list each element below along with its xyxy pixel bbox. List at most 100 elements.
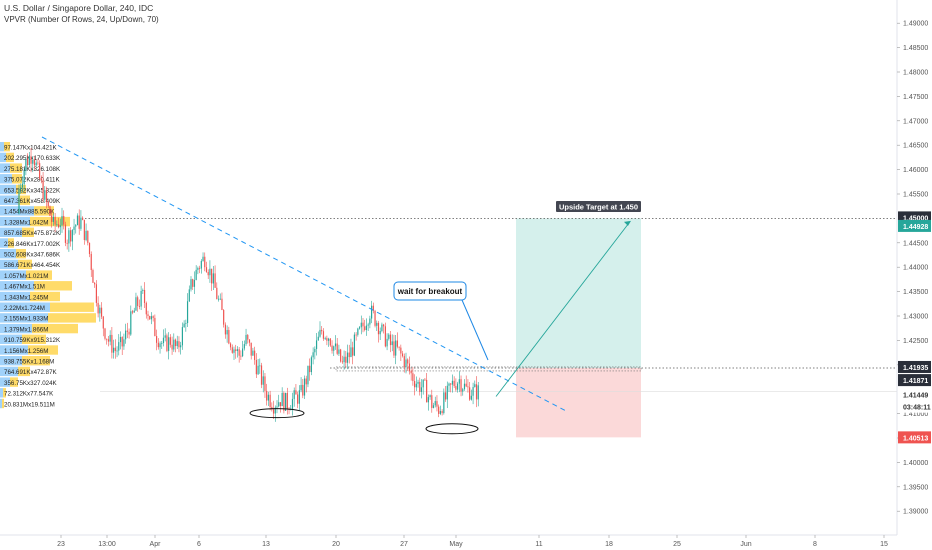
candle bbox=[331, 340, 333, 354]
candle-body bbox=[176, 341, 178, 347]
candle bbox=[307, 365, 309, 388]
candle-body bbox=[104, 328, 106, 339]
stop-price-tag-text: 1.40513 bbox=[903, 435, 928, 442]
candle-body bbox=[40, 178, 42, 181]
candle bbox=[235, 344, 237, 359]
candle bbox=[18, 184, 20, 215]
candle bbox=[260, 362, 263, 389]
candle-body bbox=[171, 344, 173, 350]
vp-bar-down bbox=[12, 174, 22, 184]
candle-body bbox=[298, 390, 300, 404]
candle bbox=[470, 389, 472, 401]
candle-body bbox=[162, 337, 165, 343]
candle-body bbox=[324, 338, 326, 339]
candle-body bbox=[214, 273, 216, 288]
candle bbox=[135, 292, 137, 311]
candle bbox=[379, 327, 381, 341]
candle bbox=[381, 322, 383, 333]
candle-body bbox=[400, 347, 402, 354]
candle bbox=[161, 340, 163, 349]
candle bbox=[426, 372, 428, 403]
candle bbox=[391, 334, 393, 352]
candle bbox=[436, 395, 438, 412]
candle-body bbox=[431, 395, 433, 408]
candle bbox=[181, 322, 183, 350]
candle bbox=[52, 213, 54, 226]
vp-bar-up bbox=[0, 206, 34, 216]
candle-body bbox=[226, 330, 228, 335]
vp-bar-down bbox=[22, 356, 50, 366]
candle bbox=[319, 321, 321, 338]
candle-body bbox=[309, 365, 311, 373]
candle-body bbox=[388, 334, 390, 339]
vp-label: 502.608Kx347.686K bbox=[4, 252, 61, 259]
candle bbox=[87, 230, 89, 246]
candle bbox=[298, 385, 300, 411]
vp-bar-down bbox=[16, 249, 26, 259]
candle bbox=[200, 259, 202, 274]
candle bbox=[243, 340, 245, 351]
candle-body bbox=[195, 269, 197, 280]
vp-bar-up bbox=[0, 366, 18, 377]
vp-bar-up bbox=[0, 398, 2, 409]
candle bbox=[315, 333, 318, 356]
candle bbox=[247, 334, 249, 344]
candle bbox=[169, 334, 171, 348]
candle bbox=[23, 168, 25, 191]
candle-body bbox=[462, 389, 464, 392]
candle bbox=[138, 299, 140, 310]
candle-body bbox=[28, 156, 30, 166]
wait-callout[interactable]: wait for breakout bbox=[393, 281, 489, 361]
indicator-title[interactable]: VPVR (Number Of Rows, 24, Up/Down, 70) bbox=[4, 15, 159, 24]
candle bbox=[272, 400, 275, 419]
last-price-tag-bg bbox=[898, 388, 931, 401]
y-tick-label: 1.47000 bbox=[903, 118, 928, 125]
vp-label: 1.454Mx885.590K bbox=[4, 209, 55, 216]
candle bbox=[377, 320, 380, 343]
candle bbox=[422, 379, 424, 395]
candle bbox=[57, 217, 60, 229]
candle-body bbox=[448, 383, 450, 386]
candle bbox=[207, 269, 209, 280]
candle bbox=[164, 328, 166, 342]
candle bbox=[365, 318, 368, 336]
candle-body bbox=[346, 352, 349, 363]
candle-body bbox=[353, 334, 355, 356]
candle-body bbox=[73, 226, 75, 230]
candle-body bbox=[90, 254, 92, 271]
candle bbox=[126, 322, 128, 339]
candle-body bbox=[186, 301, 189, 323]
candle-body bbox=[44, 190, 46, 200]
vp-label: 72.312Kx77.547K bbox=[4, 391, 54, 398]
vp-bar-down bbox=[30, 216, 70, 227]
candle-body bbox=[154, 317, 156, 337]
candle bbox=[68, 227, 70, 252]
breakout-price-tag-text: 1.41935 bbox=[903, 365, 928, 372]
breakout-price-tag-bg bbox=[898, 360, 931, 373]
target-label[interactable]: Upside Target at 1.450 bbox=[556, 201, 641, 212]
symbol-title[interactable]: U.S. Dollar / Singapore Dollar, 240, IDC bbox=[4, 3, 154, 13]
candle-body bbox=[248, 339, 251, 343]
countdown-tag-text: 03:48:11 bbox=[903, 405, 931, 412]
vp-label: 938.755Kx1.168M bbox=[4, 359, 54, 366]
candle bbox=[369, 315, 371, 329]
candle-body bbox=[254, 350, 256, 360]
candle-body bbox=[52, 216, 54, 222]
candle bbox=[388, 333, 390, 341]
vp-bar-up bbox=[0, 302, 50, 312]
candle bbox=[183, 320, 185, 328]
candle-body bbox=[352, 347, 354, 356]
candle bbox=[314, 346, 316, 360]
candle bbox=[448, 382, 450, 393]
candle-body bbox=[147, 314, 149, 316]
candle-body bbox=[131, 311, 134, 313]
x-tick-label: 13:00 bbox=[98, 541, 116, 548]
candle-body bbox=[329, 338, 331, 346]
candle bbox=[429, 394, 431, 400]
countdown-tag: 03:48:11 bbox=[898, 400, 931, 413]
x-tick-label: 8 bbox=[813, 541, 817, 548]
candle-body bbox=[61, 215, 63, 226]
candle bbox=[451, 374, 454, 393]
candle bbox=[95, 280, 97, 307]
